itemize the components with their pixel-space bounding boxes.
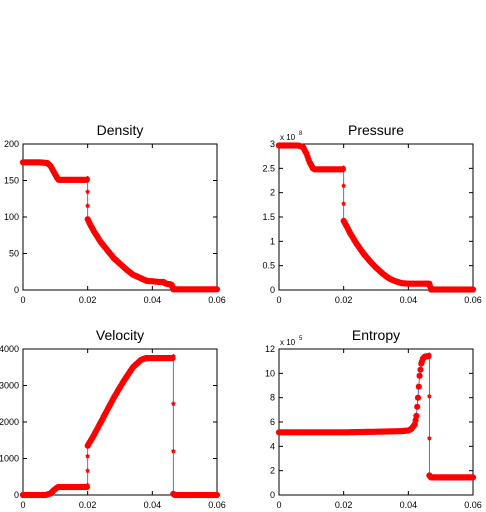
x-tick-label: 0 xyxy=(20,295,25,305)
x-tick-label: 0.02 xyxy=(335,295,353,305)
y-tick-label: 8 xyxy=(270,393,275,403)
data-point: * xyxy=(86,189,90,199)
data-point xyxy=(83,483,91,491)
data-point: * xyxy=(342,182,346,192)
data-point xyxy=(83,176,91,183)
subplot-pressure: Pressure 0 0.02 0.04 0.06 0 0.5 1 1.5 2 2.5 3 x 10 8 *… xyxy=(262,122,481,305)
x-tick-label: 0.06 xyxy=(208,500,226,510)
y-tick-label: 200 xyxy=(4,139,19,149)
y-tick-label: 1000 xyxy=(0,454,19,464)
subplot-density: Density 0 0.02 0.04 0.06 0 50 100 150 200 * * * xyxy=(4,122,226,305)
data-point xyxy=(415,383,422,390)
data-point xyxy=(169,355,176,362)
y-tick-label: 100 xyxy=(4,212,19,222)
axis-multiplier: x 10 xyxy=(280,133,296,142)
data-point xyxy=(413,412,420,419)
x-tick-label: 0.02 xyxy=(79,295,97,305)
data-point xyxy=(414,403,421,410)
data-point: * xyxy=(172,401,176,411)
data-point: * xyxy=(86,468,90,478)
chart-title: Velocity xyxy=(96,327,144,343)
x-tick-label: 0.04 xyxy=(400,500,418,510)
y-tick-label: 3000 xyxy=(0,381,19,391)
axis-multiplier: x 10 xyxy=(280,338,296,347)
axis-multiplier-exponent: 5 xyxy=(299,336,303,342)
x-tick-label: 0.04 xyxy=(400,295,418,305)
y-tick-label: 4 xyxy=(270,441,275,451)
y-tick-label: 0 xyxy=(270,490,275,500)
y-tick-label: 0 xyxy=(14,490,19,500)
series-markers: * * * xyxy=(275,142,477,293)
y-tick-label: 12 xyxy=(265,344,275,354)
y-tick-label: 2000 xyxy=(0,417,19,427)
data-point xyxy=(416,372,423,379)
data-point xyxy=(417,366,424,373)
y-tick-label: 10 xyxy=(265,368,275,378)
y-tick-label: 0.5 xyxy=(262,261,275,271)
y-tick-label: 0 xyxy=(270,285,275,295)
data-point: * xyxy=(86,482,90,492)
y-tick-label: 3 xyxy=(270,139,275,149)
x-tick-label: 0 xyxy=(20,500,25,510)
data-point: * xyxy=(428,351,432,361)
series-markers: * * * * * * xyxy=(19,353,221,499)
chart-title: Entropy xyxy=(352,327,400,343)
x-tick-label: 0.06 xyxy=(208,295,226,305)
data-point: * xyxy=(86,202,90,212)
y-tick-label: 150 xyxy=(4,176,19,186)
y-tick-label: 0 xyxy=(14,285,19,295)
axes-box xyxy=(22,348,218,496)
data-point xyxy=(414,394,422,401)
y-tick-label: 6 xyxy=(270,417,275,427)
x-tick-label: 0 xyxy=(276,500,281,510)
series-markers: * * * xyxy=(275,351,477,481)
data-point: * xyxy=(428,435,432,445)
data-point xyxy=(425,353,432,360)
chart-title: Pressure xyxy=(348,122,404,138)
x-tick-label: 0.02 xyxy=(79,500,97,510)
x-tick-label: 0 xyxy=(276,295,281,305)
y-tick-label: 2.5 xyxy=(262,163,275,173)
data-point xyxy=(213,286,221,293)
axis-multiplier-exponent: 8 xyxy=(299,131,303,137)
y-tick-label: 1 xyxy=(270,236,275,246)
data-point: * xyxy=(342,200,346,210)
x-tick-label: 0.04 xyxy=(144,500,162,510)
data-point xyxy=(339,166,346,173)
y-tick-label: 50 xyxy=(9,249,19,259)
series-markers: * * * xyxy=(19,159,221,293)
y-tick-label: 4000 xyxy=(0,344,19,354)
y-tick-label: 2 xyxy=(270,466,275,476)
data-point xyxy=(469,474,477,481)
data-point xyxy=(469,286,477,293)
data-point xyxy=(213,491,221,499)
x-tick-label: 0.06 xyxy=(464,500,482,510)
data-point: * xyxy=(86,175,90,185)
data-point: * xyxy=(86,453,90,463)
data-point: * xyxy=(172,353,176,363)
y-tick-label: 1.5 xyxy=(262,212,275,222)
x-tick-label: 0.04 xyxy=(144,295,162,305)
x-tick-label: 0.06 xyxy=(464,295,482,305)
axes-box xyxy=(278,348,474,496)
subplot-entropy: Entropy 0 0.02 0.04 0.06 0 2 4 6 8 10 12 x 10 5 * * * xyxy=(265,327,482,510)
x-tick-label: 0.02 xyxy=(335,500,353,510)
chart-title: Density xyxy=(97,122,144,138)
y-tick-label: 2 xyxy=(270,188,275,198)
data-point: * xyxy=(172,448,176,458)
data-point: * xyxy=(428,393,432,403)
data-point: * xyxy=(342,164,346,174)
